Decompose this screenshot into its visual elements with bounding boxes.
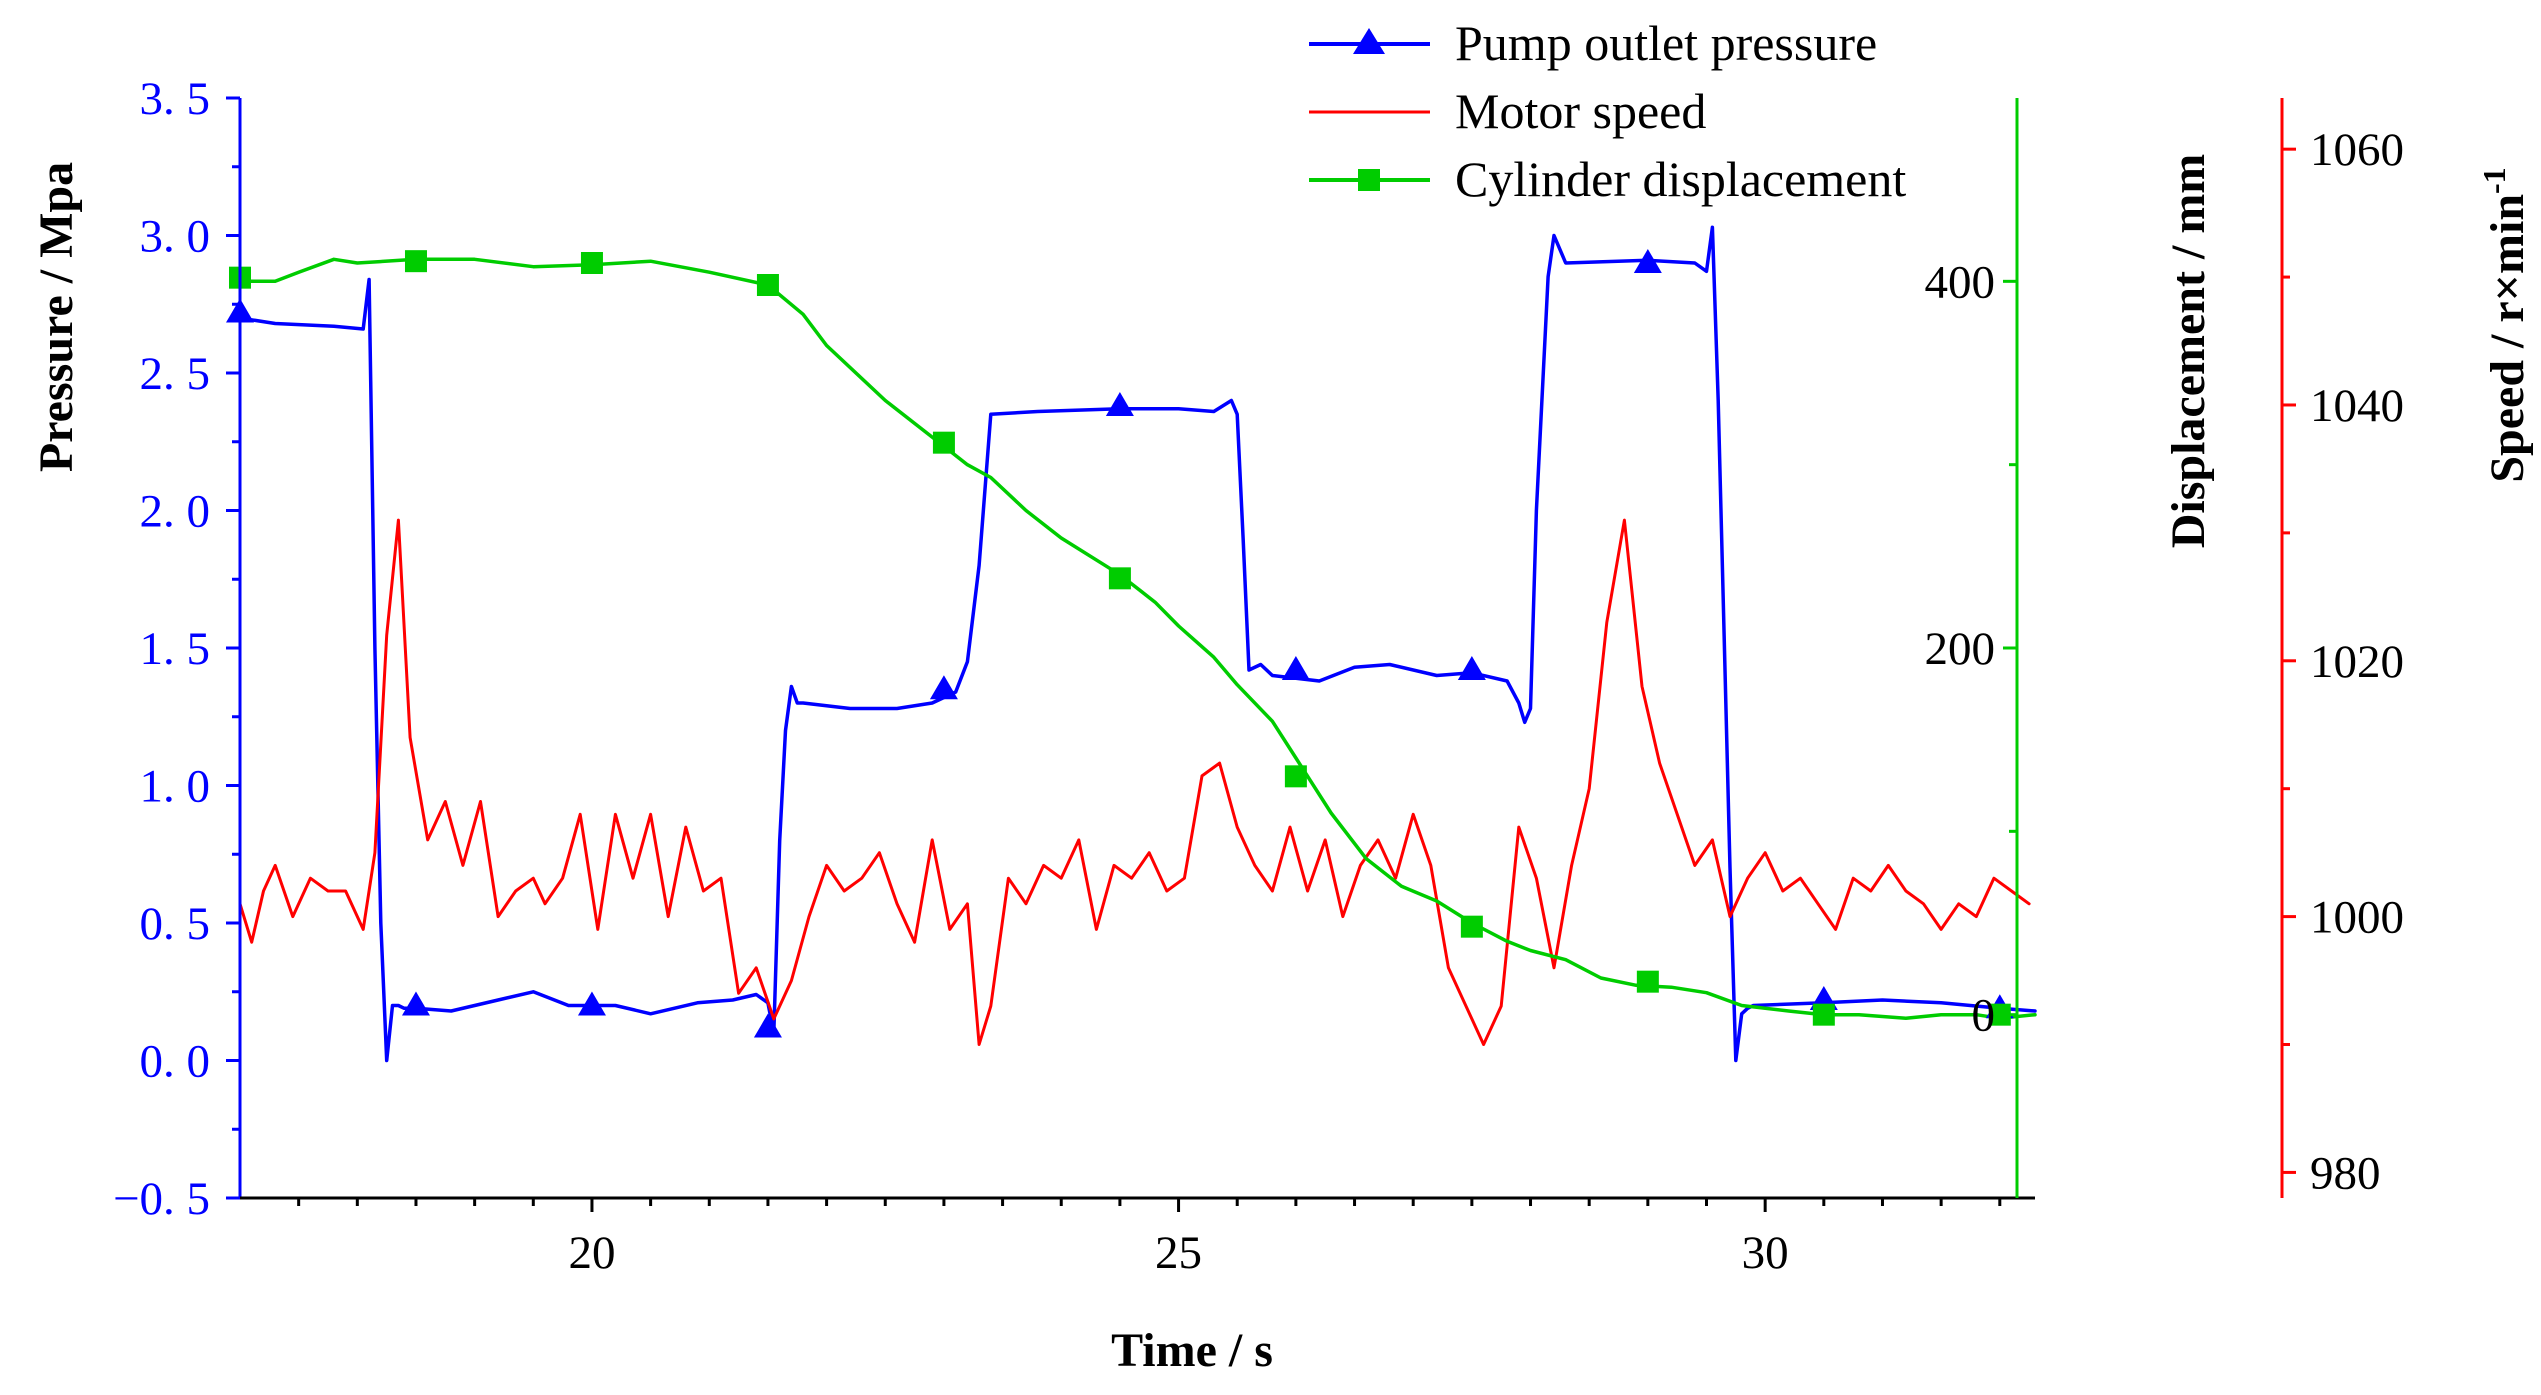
legend-label-speed: Motor speed bbox=[1455, 83, 1706, 139]
x-tick-label: 25 bbox=[1155, 1227, 1202, 1279]
legend-marker-pressure bbox=[1353, 28, 1385, 54]
displacement-marker bbox=[1988, 1003, 2011, 1026]
y-left-tick-label: −0. 5 bbox=[113, 1173, 210, 1225]
pressure-marker bbox=[1105, 392, 1134, 416]
legend-label-displacement: Cylinder displacement bbox=[1455, 151, 1906, 207]
y-right1-tick-label: 400 bbox=[1925, 256, 1996, 308]
series-line-displacement bbox=[238, 257, 2037, 1021]
y-right2-axis-title: Speed / r×min-1 bbox=[2476, 167, 2534, 482]
displacement-marker bbox=[1636, 970, 1659, 993]
x-tick-label: 30 bbox=[1742, 1227, 1789, 1279]
y-left-tick-label: 0. 5 bbox=[140, 898, 211, 950]
pressure-marker bbox=[401, 991, 430, 1016]
displacement-marker bbox=[932, 431, 955, 454]
displacement-marker bbox=[756, 274, 779, 296]
y-right2-axis-title-sup: -1 bbox=[2476, 167, 2512, 194]
y-left-tick-label: 2. 0 bbox=[140, 486, 211, 538]
legend: Pump outlet pressure Motor speed Cylinde… bbox=[1309, 15, 1906, 207]
displacement-marker bbox=[1108, 567, 1131, 590]
displacement-marker bbox=[580, 252, 603, 274]
y-right1-tick-label: 0 bbox=[1972, 990, 1996, 1042]
pressure-marker bbox=[1633, 249, 1662, 273]
plot-markers bbox=[226, 249, 2014, 1038]
pressure-marker bbox=[1281, 656, 1310, 680]
y-right2-tick-label: 980 bbox=[2310, 1147, 2381, 1199]
pressure-marker bbox=[753, 1013, 782, 1038]
y-right2-axis-title-main: Speed / r×min bbox=[2481, 194, 2534, 483]
series-line-pressure bbox=[238, 225, 2037, 1063]
displacement-marker bbox=[1812, 1003, 1835, 1026]
y-left-axis-title: Pressure / Mpa bbox=[30, 162, 83, 472]
axes-group: 3. 5 3. 0 2. 5 2. 0 1. 5 1. 0 0. 5 0. 0 −0. 5 20 2… bbox=[113, 73, 2404, 1279]
displacement-marker bbox=[404, 250, 427, 273]
y-right2-tick-label: 1060 bbox=[2310, 124, 2404, 176]
y-left-tick-label: 3. 5 bbox=[140, 73, 211, 125]
pressure-marker bbox=[929, 675, 958, 700]
y-left-tick-label: 1. 5 bbox=[140, 623, 211, 675]
plot-lines bbox=[238, 225, 2037, 1063]
displacement-marker bbox=[1460, 915, 1483, 938]
y-right1-axis-title: Displacement / mm bbox=[2162, 154, 2215, 549]
x-tick-label: 20 bbox=[568, 1227, 615, 1279]
pressure-marker bbox=[577, 991, 606, 1016]
y-right2-tick-label: 1040 bbox=[2310, 380, 2404, 432]
series-line-speed bbox=[238, 518, 2031, 1046]
x-axis-title: Time / s bbox=[1111, 1324, 1273, 1377]
y-left-tick-label: 1. 0 bbox=[140, 761, 211, 813]
y-right2-tick-label: 1020 bbox=[2310, 636, 2404, 688]
legend-marker-displacement bbox=[1358, 169, 1380, 191]
y-left-tick-label: 2. 5 bbox=[140, 348, 211, 400]
displacement-marker bbox=[1284, 765, 1307, 788]
y-right2-tick-label: 1000 bbox=[2310, 892, 2404, 944]
y-left-tick-label: 0. 0 bbox=[140, 1036, 211, 1088]
y-left-tick-label: 3. 0 bbox=[140, 211, 211, 263]
pressure-marker bbox=[1457, 656, 1486, 680]
legend-label-pressure: Pump outlet pressure bbox=[1455, 15, 1877, 71]
y-right1-tick-label: 200 bbox=[1925, 623, 1996, 675]
